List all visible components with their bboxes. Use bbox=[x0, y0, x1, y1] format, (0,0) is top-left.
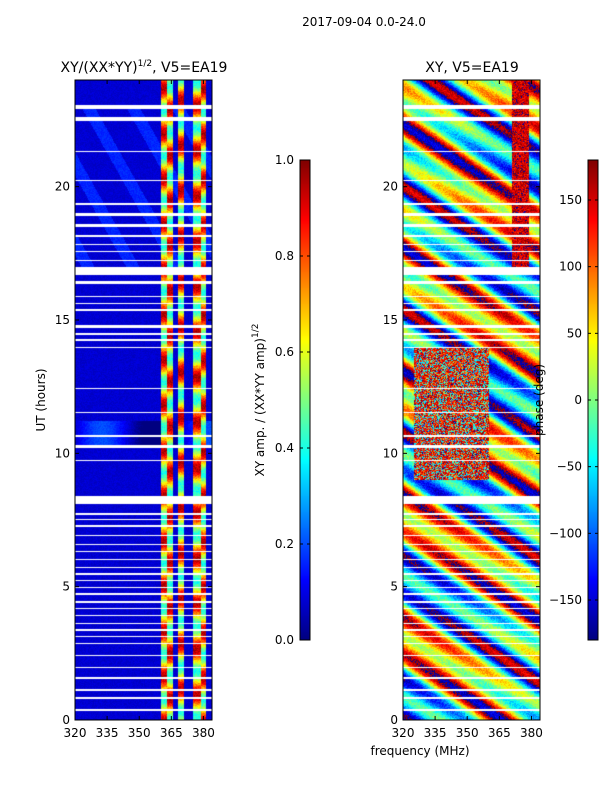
y-tick-label: 0 bbox=[62, 713, 70, 727]
phase-panel-title: XY, V5=EA19 bbox=[425, 60, 519, 76]
y-tick-label: 10 bbox=[383, 446, 398, 460]
phase-heatmap bbox=[403, 80, 540, 720]
colorbar-tick-label: 0.4 bbox=[275, 441, 294, 455]
phase-colorbar-label: phase (deg) bbox=[532, 364, 546, 436]
amplitude-panel-title: XY/(XX*YY)1/2, V5=EA19 bbox=[61, 59, 228, 76]
x-tick-label: 335 bbox=[96, 726, 119, 740]
amplitude-colorbar: 0.0 0.2 0.4 0.6 0.8 1.0 XY amp. / (XX*YY amp)… bbox=[251, 153, 311, 647]
x-tick-label: 350 bbox=[456, 726, 479, 740]
x-tick-label: 365 bbox=[160, 726, 183, 740]
x-tick-label: 335 bbox=[424, 726, 447, 740]
amplitude-y-axis-label: UT (hours) bbox=[34, 368, 48, 431]
phase-panel: XY, V5=EA19 320 335 350 365 380 0 5 10 15 20 fre… bbox=[370, 60, 542, 758]
y-tick-label: 20 bbox=[55, 180, 70, 194]
colorbar-tick-label: 0.6 bbox=[275, 345, 294, 359]
amplitude-colorbar-ticks: 0.0 0.2 0.4 0.6 0.8 1.0 bbox=[275, 153, 310, 647]
colorbar-tick-label: 50 bbox=[567, 326, 582, 340]
amplitude-x-ticks: 320 335 350 365 380 bbox=[64, 80, 215, 740]
colorbar-tick-label: 0.8 bbox=[275, 249, 294, 263]
amplitude-axes-frame bbox=[74, 79, 213, 721]
y-tick-label: 15 bbox=[383, 313, 398, 327]
amplitude-y-ticks: 0 5 10 15 20 bbox=[55, 180, 212, 727]
amplitude-colorbar-gradient bbox=[300, 160, 310, 640]
colorbar-tick-label: 100 bbox=[559, 260, 582, 274]
y-tick-label: 10 bbox=[55, 446, 70, 460]
phase-colorbar-gradient bbox=[588, 160, 598, 640]
y-tick-label: 0 bbox=[390, 713, 398, 727]
colorbar-tick-label: 0.0 bbox=[275, 633, 294, 647]
phase-axes-frame bbox=[402, 79, 541, 721]
x-tick-label: 320 bbox=[392, 726, 415, 740]
phase-x-ticks: 320 335 350 365 380 bbox=[392, 80, 543, 740]
phase-y-ticks: 0 5 10 15 20 bbox=[383, 180, 540, 727]
amplitude-colorbar-frame bbox=[299, 159, 311, 641]
phase-colorbar: 150 100 50 0 −50 −100 −150 phase (deg) bbox=[532, 159, 599, 641]
x-tick-label: 350 bbox=[128, 726, 151, 740]
frequency-axis-label: frequency (MHz) bbox=[370, 744, 469, 758]
y-tick-label: 15 bbox=[55, 313, 70, 327]
colorbar-tick-label: −100 bbox=[549, 526, 582, 540]
x-tick-label: 380 bbox=[520, 726, 543, 740]
colorbar-tick-label: 1.0 bbox=[275, 153, 294, 167]
amplitude-panel: XY/(XX*YY)1/2, V5=EA19 320 335 350 365 380 0… bbox=[34, 59, 227, 740]
y-tick-label: 5 bbox=[390, 580, 398, 594]
y-tick-label: 20 bbox=[383, 180, 398, 194]
colorbar-tick-label: −150 bbox=[549, 593, 582, 607]
x-tick-label: 380 bbox=[192, 726, 215, 740]
amplitude-heatmap bbox=[75, 80, 212, 720]
colorbar-tick-label: 0 bbox=[574, 393, 582, 407]
figure-suptitle: 2017-09-04 0.0-24.0 bbox=[302, 15, 426, 29]
colorbar-tick-label: −50 bbox=[557, 460, 582, 474]
colorbar-tick-label: 150 bbox=[559, 193, 582, 207]
phase-colorbar-ticks: 150 100 50 0 −50 −100 −150 bbox=[549, 193, 598, 607]
colorbar-tick-label: 0.2 bbox=[275, 537, 294, 551]
amplitude-colorbar-label: XY amp. / (XX*YY amp)1/2 bbox=[251, 324, 267, 477]
y-tick-label: 5 bbox=[62, 580, 70, 594]
x-tick-label: 365 bbox=[488, 726, 511, 740]
x-tick-label: 320 bbox=[64, 726, 87, 740]
